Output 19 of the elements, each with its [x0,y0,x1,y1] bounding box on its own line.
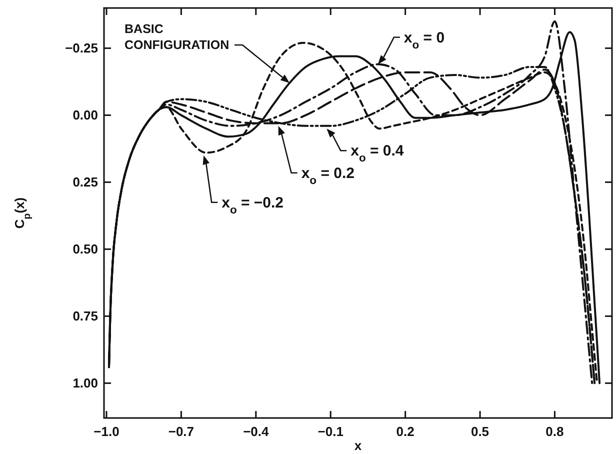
annotation: x$_{o}$ = 0.4 [350,142,404,165]
y-tick-label: 1.00 [72,376,98,391]
x-tick-label: 0.8 [546,424,564,439]
annotation: x$_{o}$ = −0.2 [222,194,284,216]
annotation: x$_{o}$ = 0 [404,29,445,52]
x-tick-label: −0.4 [243,424,270,439]
x-tick-label: −0.7 [168,424,194,439]
y-tick-label: 0.00 [72,108,98,123]
y-tick-label: 0.75 [72,308,98,324]
x-tick-label: 0.2 [396,424,414,439]
annotation: BASIC CONFIGURATION [124,22,230,52]
annotation: x$_{o}$ = 0.2 [301,164,354,187]
y-tick-label: 0.50 [72,242,98,257]
y-tick-label: −0.25 [65,40,98,56]
y-tick-label: 0.25 [72,174,98,190]
x-tick-label: −1.0 [94,424,120,439]
x-tick-label: −0.1 [318,424,344,439]
x-tick-label: 0.5 [470,424,490,439]
x-axis-title: x [354,438,362,453]
